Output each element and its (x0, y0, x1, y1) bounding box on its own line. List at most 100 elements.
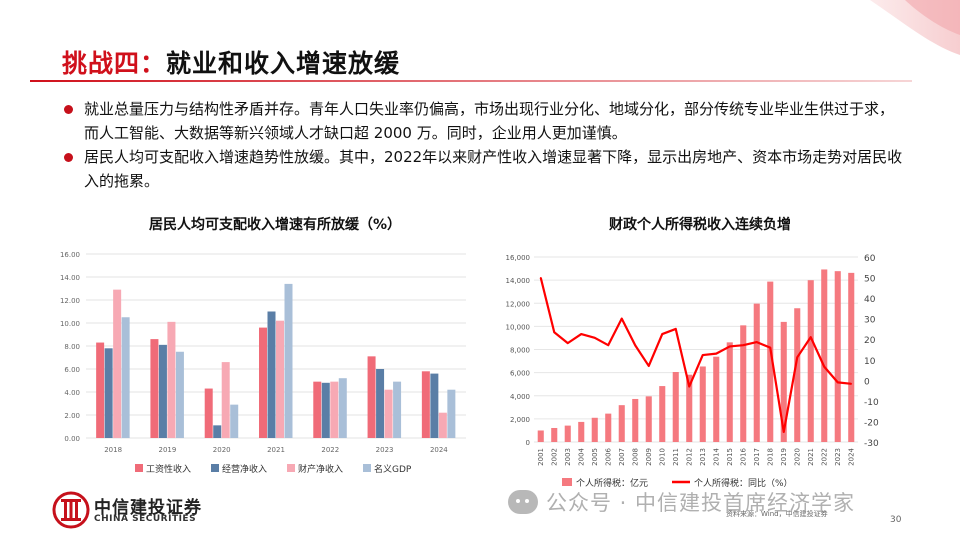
y-tick-label: 10.00 (60, 320, 80, 328)
x-tick-label: 2023 (834, 448, 842, 466)
tax-bar (591, 417, 598, 442)
x-tick-label: 2022 (321, 446, 339, 454)
x-tick-label: 2003 (564, 448, 572, 466)
y-left-tick-label: 6,000 (510, 370, 530, 378)
tax-bar (659, 386, 666, 442)
tax-bar (753, 303, 760, 442)
bar-工资性收入 (204, 388, 213, 438)
company-logo-icon (52, 491, 90, 529)
bullet-list: 就业总量压力与结构性矛盾并存。青年人口失业率仍偏高，市场出现行业分化、地域分化，… (62, 97, 908, 193)
y-right-tick-label: -20 (864, 418, 879, 428)
y-left-tick-label: 8,000 (510, 347, 530, 355)
title-divider (30, 80, 912, 82)
tax-bar (740, 325, 747, 442)
wechat-icon (508, 490, 538, 514)
tax-bar (537, 430, 544, 442)
source-note: 资料来源：Wind，中信建投证券 (726, 510, 828, 518)
x-tick-label: 2002 (550, 448, 558, 466)
x-tick-label: 2020 (793, 448, 801, 466)
x-tick-label: 2008 (631, 448, 639, 466)
y-right-tick-label: -10 (864, 398, 879, 408)
tax-bar (821, 269, 828, 442)
x-tick-label: 2020 (213, 446, 231, 454)
bar-名义GDP (393, 381, 402, 438)
bullet-dot-icon (64, 105, 73, 114)
bar-名义GDP (230, 404, 239, 438)
x-tick-label: 2007 (618, 448, 626, 466)
tax-bar (686, 374, 693, 442)
y-right-tick-label: 40 (864, 295, 876, 305)
y-tick-label: 2.00 (64, 412, 80, 420)
legend-label: 名义GDP (374, 463, 412, 475)
y-left-tick-label: 0 (526, 439, 530, 447)
bar-财产净收入 (276, 320, 284, 438)
y-right-tick-label: 10 (864, 357, 876, 367)
legend-swatch (363, 464, 371, 472)
tax-yoy-point (715, 352, 718, 355)
y-right-tick-label: 60 (864, 254, 876, 264)
x-tick-label: 2019 (159, 446, 177, 454)
x-tick-label: 2013 (699, 448, 707, 466)
tax-yoy-point (634, 344, 637, 347)
watermark-text: 公众号 · 中信建投首席经济学家 (546, 491, 856, 515)
y-left-tick-label: 4,000 (510, 393, 530, 401)
title-prefix: 挑战四： (62, 49, 167, 78)
bar-工资性收入 (421, 371, 430, 438)
x-tick-label: 2024 (430, 446, 448, 454)
tax-bar (645, 396, 652, 442)
tax-yoy-point (728, 345, 731, 348)
bar-财产净收入 (113, 289, 122, 438)
tax-bar (780, 321, 787, 442)
y-right-tick-label: 0 (864, 377, 870, 387)
y-left-tick-label: 16,000 (506, 254, 531, 262)
y-right-tick-label: 30 (864, 316, 876, 326)
tax-yoy-point (701, 354, 704, 356)
tax-yoy-point (539, 276, 542, 279)
bar-工资性收入 (367, 356, 376, 438)
y-left-tick-label: 10,000 (506, 323, 531, 331)
x-tick-label: 2005 (591, 448, 599, 466)
y-left-tick-label: 12,000 (506, 300, 531, 308)
x-tick-label: 2009 (645, 448, 653, 466)
bar-财产净收入 (384, 389, 393, 438)
title-main: 就业和收入增速放缓 (166, 49, 401, 78)
corner-decoration (870, 0, 960, 55)
x-tick-label: 2018 (104, 446, 122, 454)
tax-yoy-point (620, 317, 623, 320)
tax-bar (794, 308, 801, 442)
y-tick-label: 8.00 (64, 343, 80, 351)
income-tax-chart: 0 2,000 4,000 6,000 8,000 10,000 12,000 14,000 1… (506, 254, 879, 489)
y-tick-label: 0.00 (64, 435, 80, 443)
x-tick-label: 2004 (577, 447, 585, 465)
bar-经营净收入 (267, 311, 276, 438)
tax-bar (564, 425, 571, 442)
y-tick-label: 16.00 (60, 251, 80, 259)
legend-swatch (211, 464, 219, 472)
bar-名义GDP (338, 378, 347, 438)
legend-swatch (287, 464, 295, 472)
bullet-text: 就业总量压力与结构性矛盾并存。青年人口失业率仍偏高，市场出现行业分化、地域分化，… (84, 100, 895, 142)
y-tick-label: 12.00 (60, 297, 80, 305)
bullet-dot-icon (64, 153, 73, 162)
x-tick-label: 2023 (376, 446, 394, 454)
page-number: 30 (890, 515, 902, 525)
bar-工资性收入 (96, 342, 105, 438)
x-tick-label: 2018 (766, 448, 774, 466)
tax-yoy-point (647, 365, 650, 367)
y-right-tick-label: -30 (864, 439, 879, 449)
bar-财产净收入 (330, 381, 339, 438)
bar-经营净收入 (213, 425, 222, 438)
legend-swatch (562, 478, 572, 486)
tax-yoy-point (796, 356, 799, 359)
bar-经营净收入 (430, 373, 439, 438)
y-tick-label: 14.00 (60, 274, 80, 282)
tax-bar (618, 405, 625, 442)
y-right-tick-label: 50 (864, 275, 876, 285)
bar-财产净收入 (167, 321, 176, 438)
tax-yoy-point (742, 344, 745, 346)
tax-bar (726, 342, 733, 442)
y-left-tick-label: 2,000 (510, 416, 530, 424)
tax-bar (807, 280, 814, 442)
bullet-item: 居民人均可支配收入增速趋势性放缓。其中，2022年以来财产性收入增速显著下降，显… (62, 145, 908, 193)
bar-经营净收入 (158, 344, 167, 438)
